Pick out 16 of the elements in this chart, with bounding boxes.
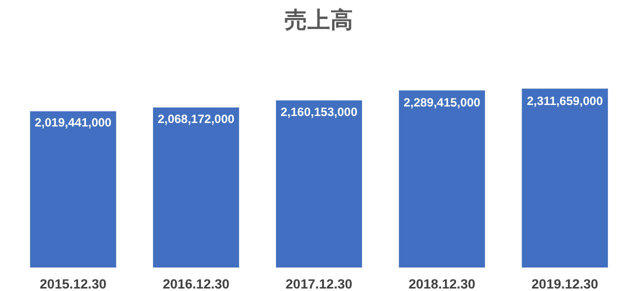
x-tick-label: 2016.12.30 [162, 276, 230, 291]
bar [30, 111, 116, 268]
x-tick-label: 2017.12.30 [286, 276, 352, 291]
x-tick-label: 2018.12.30 [408, 276, 476, 291]
data-label: 2,289,415,000 [404, 95, 481, 110]
data-label: 2,311,659,000 [526, 94, 604, 108]
chart-title: 売上高 [284, 6, 354, 34]
bar [522, 88, 608, 268]
x-tick-label: 2019.12.30 [532, 276, 598, 291]
data-label: 2,019,441,000 [34, 115, 112, 130]
bar [276, 100, 362, 268]
data-label: 2,068,172,000 [158, 112, 235, 126]
bar [398, 90, 485, 268]
data-label: 2,160,153,000 [280, 105, 358, 120]
x-tick-label: 2015.12.30 [40, 276, 106, 291]
bar [153, 107, 240, 268]
